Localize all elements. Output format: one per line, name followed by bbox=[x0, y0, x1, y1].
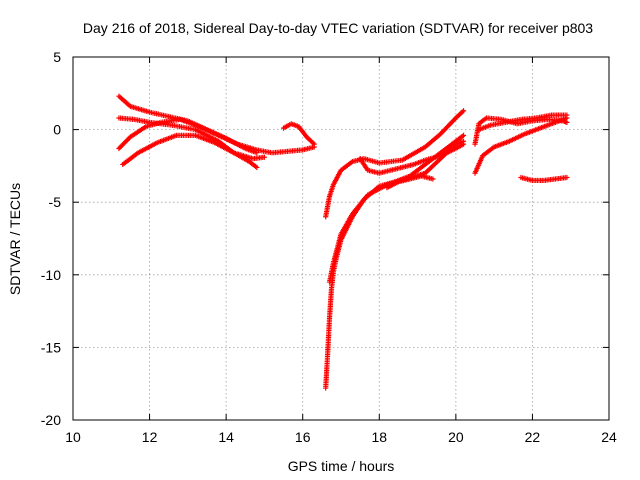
x-tick-label: 24 bbox=[601, 429, 617, 445]
data-point bbox=[261, 154, 268, 160]
x-tick-label: 10 bbox=[65, 429, 81, 445]
x-tick-label: 20 bbox=[448, 429, 464, 445]
y-tick-label: -5 bbox=[49, 194, 62, 210]
y-tick-label: 5 bbox=[53, 49, 61, 65]
data-point bbox=[564, 174, 570, 181]
x-tick-label: 16 bbox=[295, 429, 311, 445]
x-axis-label: GPS time / hours bbox=[288, 458, 395, 474]
series-arc-5 bbox=[280, 121, 317, 147]
series-arc-12 bbox=[476, 112, 570, 133]
data-point bbox=[460, 108, 467, 114]
data-point bbox=[430, 176, 436, 182]
grid-lines bbox=[73, 57, 609, 420]
y-axis-label: SDTVAR / TECUs bbox=[7, 183, 23, 295]
data-point bbox=[460, 132, 467, 139]
data-point bbox=[460, 141, 467, 147]
x-tick-label: 12 bbox=[142, 429, 158, 445]
x-tick-label: 14 bbox=[218, 429, 234, 445]
chart-title: Day 216 of 2018, Sidereal Day-to-day VTE… bbox=[83, 20, 593, 36]
series-arc-6 bbox=[323, 108, 467, 220]
y-tick-label: -15 bbox=[41, 339, 61, 355]
y-tick-label: -10 bbox=[41, 267, 61, 283]
x-tick-label: 18 bbox=[371, 429, 387, 445]
data-point bbox=[311, 141, 317, 147]
plot-frame bbox=[72, 56, 610, 421]
y-tick-label: 0 bbox=[53, 122, 61, 138]
data-point bbox=[564, 119, 570, 125]
data-point bbox=[564, 115, 570, 121]
y-tick-label: -20 bbox=[41, 412, 61, 428]
series-arc-3 bbox=[116, 116, 317, 156]
axis-ticks: 10 12 14 16 18 20 22 24 -20 -15 -10 -5 0 5 bbox=[41, 49, 617, 445]
series-arc-13 bbox=[472, 115, 570, 176]
data-point bbox=[254, 164, 260, 170]
series-arc-14 bbox=[518, 174, 570, 184]
series-arc-10 bbox=[384, 173, 436, 191]
data-points bbox=[116, 93, 570, 391]
x-tick-label: 22 bbox=[525, 429, 541, 445]
series-arc-4 bbox=[120, 132, 268, 168]
series-arc-9 bbox=[357, 141, 467, 176]
